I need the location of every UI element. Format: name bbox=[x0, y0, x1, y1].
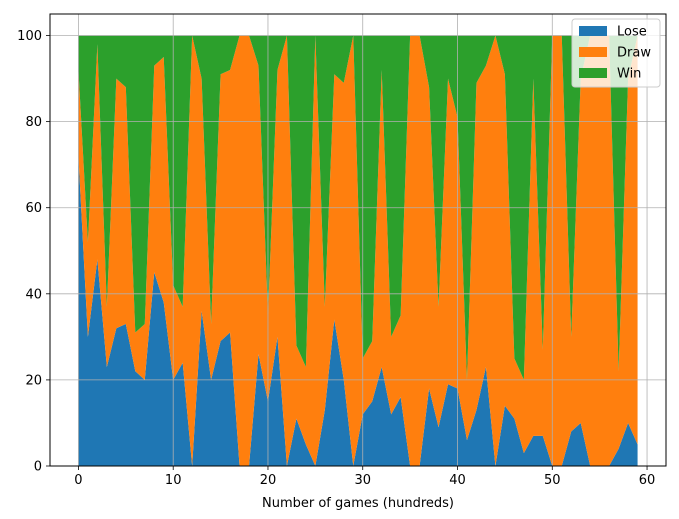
x-tick-label: 10 bbox=[165, 473, 182, 488]
y-tick-label: 80 bbox=[25, 115, 42, 130]
legend-swatch-lose bbox=[579, 26, 607, 36]
x-tick-label: 40 bbox=[449, 473, 466, 488]
plot-frame bbox=[49, 13, 667, 467]
y-tick-label: 0 bbox=[34, 460, 42, 475]
legend-swatch-win bbox=[579, 68, 607, 78]
x-tick-label: 30 bbox=[354, 473, 371, 488]
y-tick-label: 20 bbox=[25, 373, 42, 388]
x-tick-label: 50 bbox=[544, 473, 561, 488]
x-axis-label: Number of games (hundreds) bbox=[262, 496, 454, 511]
x-tick-label: 20 bbox=[260, 473, 277, 488]
area-draw bbox=[78, 35, 638, 467]
legend: Lose Draw Win bbox=[571, 18, 661, 88]
legend-swatch-draw bbox=[579, 47, 607, 57]
y-tick-label: 60 bbox=[25, 201, 42, 216]
area-lose bbox=[78, 156, 638, 466]
area-layers bbox=[78, 35, 638, 467]
x-tick-label: 0 bbox=[74, 473, 82, 488]
y-tick-label: 40 bbox=[25, 287, 42, 302]
legend-label-win: Win bbox=[617, 67, 641, 82]
x-tick-label: 60 bbox=[639, 473, 656, 488]
gridlines bbox=[50, 14, 666, 467]
y-tick-label: 100 bbox=[17, 29, 42, 44]
legend-label-lose: Lose bbox=[617, 25, 647, 40]
legend-label-draw: Draw bbox=[617, 46, 651, 61]
axis-ticks: 0 10 20 30 40 50 60 0 20 40 60 80 100 bbox=[17, 29, 655, 488]
